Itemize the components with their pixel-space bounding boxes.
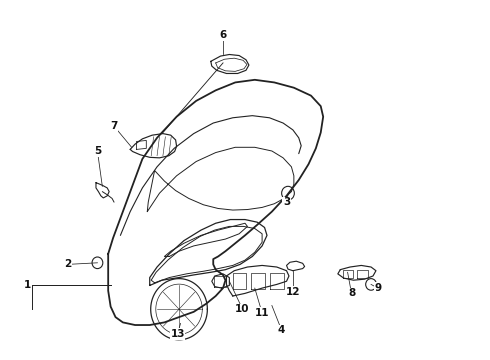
Text: 11: 11 (255, 308, 270, 318)
Text: 8: 8 (348, 288, 355, 298)
Text: 3: 3 (283, 197, 290, 207)
Text: 5: 5 (94, 146, 101, 156)
Text: 4: 4 (278, 325, 285, 335)
Text: 10: 10 (235, 304, 250, 314)
Text: 6: 6 (220, 30, 227, 40)
Text: 12: 12 (286, 287, 300, 297)
Text: 7: 7 (110, 121, 118, 131)
Text: 9: 9 (374, 283, 381, 293)
Text: 1: 1 (24, 280, 31, 291)
Text: 2: 2 (65, 259, 72, 269)
Text: 13: 13 (171, 329, 185, 339)
